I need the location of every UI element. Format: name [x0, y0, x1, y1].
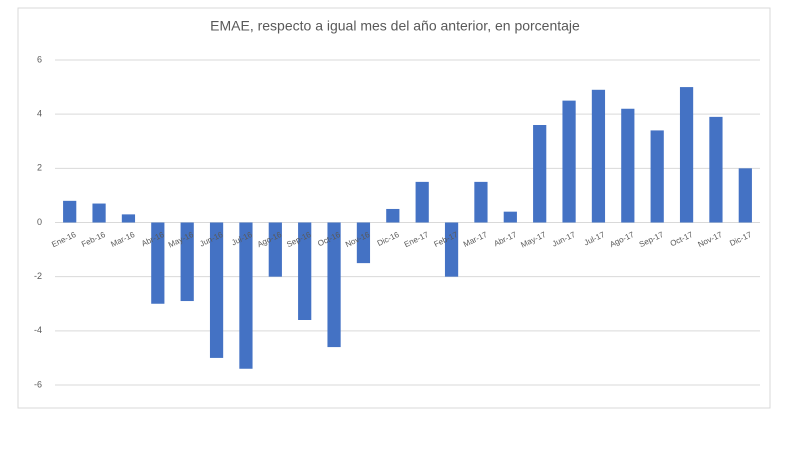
bar: [151, 222, 165, 304]
bar: [415, 181, 429, 223]
bar: [738, 168, 752, 223]
bar: [386, 208, 400, 223]
bar: [503, 211, 517, 223]
bar: [356, 222, 371, 264]
bar: [650, 130, 664, 223]
bar: [209, 222, 224, 358]
bar: [63, 200, 77, 223]
bar: [474, 181, 488, 223]
y-tick-label: 6: [37, 54, 42, 64]
bar: [533, 125, 547, 223]
bar: [327, 222, 341, 348]
y-tick-label: -6: [34, 379, 42, 389]
y-tick-label: -4: [34, 325, 42, 335]
chart-frame: [17, 7, 771, 409]
bar: [298, 222, 312, 320]
bar: [709, 116, 723, 223]
bar: [92, 203, 106, 223]
bar: [121, 214, 136, 223]
bar: [621, 108, 635, 223]
y-tick-label: 4: [37, 109, 42, 119]
bar: [679, 87, 694, 223]
bar: [562, 100, 576, 223]
y-tick-label: -2: [34, 271, 42, 281]
bar: [444, 222, 459, 277]
bar: [180, 222, 194, 302]
y-tick-label: 0: [37, 217, 42, 227]
bar: [268, 222, 282, 277]
y-tick-label: 2: [37, 163, 42, 173]
bar: [239, 222, 253, 369]
bar: [591, 89, 606, 223]
chart-title: EMAE, respecto a igual mes del año anter…: [210, 18, 580, 34]
